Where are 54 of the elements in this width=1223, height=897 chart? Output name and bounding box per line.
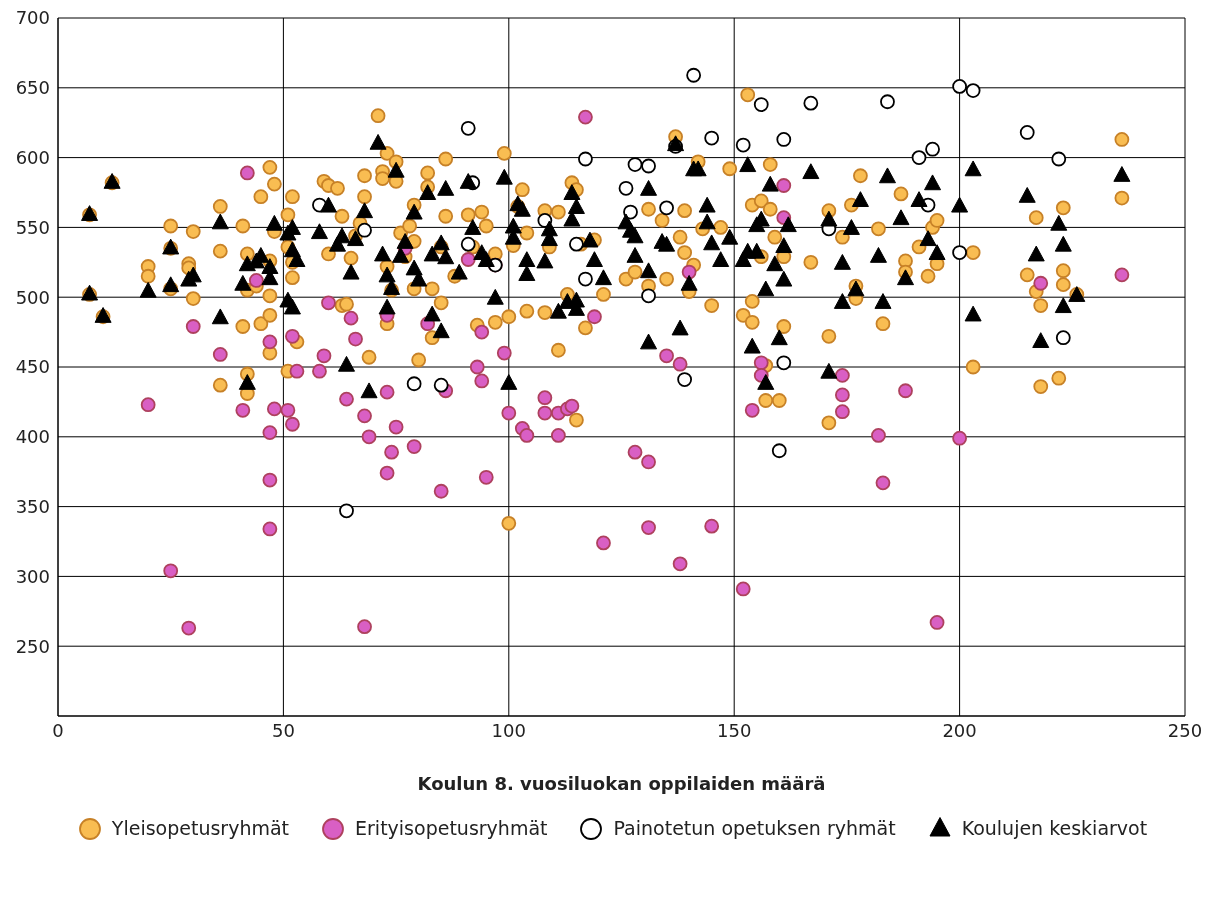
y-tick-label: 400 bbox=[15, 426, 50, 448]
y-tick-label: 300 bbox=[15, 565, 50, 587]
legend-label: Yleisopetusryhmät bbox=[111, 817, 290, 839]
point bbox=[460, 236, 476, 252]
point bbox=[771, 443, 787, 459]
y-tick-label: 600 bbox=[15, 146, 50, 168]
y-tick-label: 500 bbox=[15, 286, 50, 308]
point bbox=[618, 180, 634, 196]
point bbox=[641, 288, 656, 304]
point bbox=[627, 157, 643, 172]
y-tick-label: 550 bbox=[15, 216, 50, 238]
point bbox=[686, 67, 702, 83]
point bbox=[803, 95, 819, 111]
legend-label: Painotetun opetuksen ryhmät bbox=[613, 817, 896, 839]
point bbox=[659, 200, 674, 216]
point bbox=[704, 130, 720, 146]
x-tick-label: 100 bbox=[491, 719, 526, 741]
point bbox=[911, 150, 927, 165]
y-tick-label: 700 bbox=[15, 7, 50, 29]
point bbox=[776, 355, 792, 371]
point bbox=[753, 97, 769, 112]
y-tick-label: 650 bbox=[15, 77, 50, 99]
legend-label: Erityisopetusryhmät bbox=[355, 817, 548, 839]
point bbox=[925, 141, 940, 157]
point bbox=[623, 204, 638, 220]
x-tick-label: 250 bbox=[1167, 719, 1203, 741]
point bbox=[776, 132, 792, 147]
x-tick-label: 200 bbox=[942, 719, 977, 741]
point bbox=[578, 271, 593, 287]
y-tick-label: 450 bbox=[15, 356, 50, 378]
x-axis-title: Koulun 8. vuosiluokan oppilaiden määrä bbox=[417, 773, 826, 794]
point bbox=[677, 372, 693, 387]
point bbox=[952, 245, 967, 260]
legend-label: Koulujen keskiarvot bbox=[961, 817, 1148, 839]
point bbox=[460, 120, 476, 136]
point bbox=[641, 158, 656, 174]
point bbox=[1019, 125, 1035, 140]
point bbox=[965, 83, 981, 98]
point bbox=[952, 79, 967, 94]
point bbox=[578, 151, 593, 167]
point bbox=[1051, 151, 1067, 167]
point bbox=[406, 376, 422, 392]
x-tick-label: 0 bbox=[52, 719, 64, 741]
y-tick-label: 250 bbox=[15, 635, 50, 657]
point bbox=[1055, 330, 1071, 346]
y-tick-label: 350 bbox=[15, 495, 50, 517]
point bbox=[569, 236, 584, 252]
point bbox=[433, 377, 449, 393]
x-tick-label: 50 bbox=[271, 719, 295, 741]
point bbox=[735, 137, 751, 153]
point bbox=[339, 503, 354, 519]
point bbox=[357, 222, 372, 238]
x-tick-label: 150 bbox=[717, 719, 752, 741]
point bbox=[880, 94, 895, 110]
